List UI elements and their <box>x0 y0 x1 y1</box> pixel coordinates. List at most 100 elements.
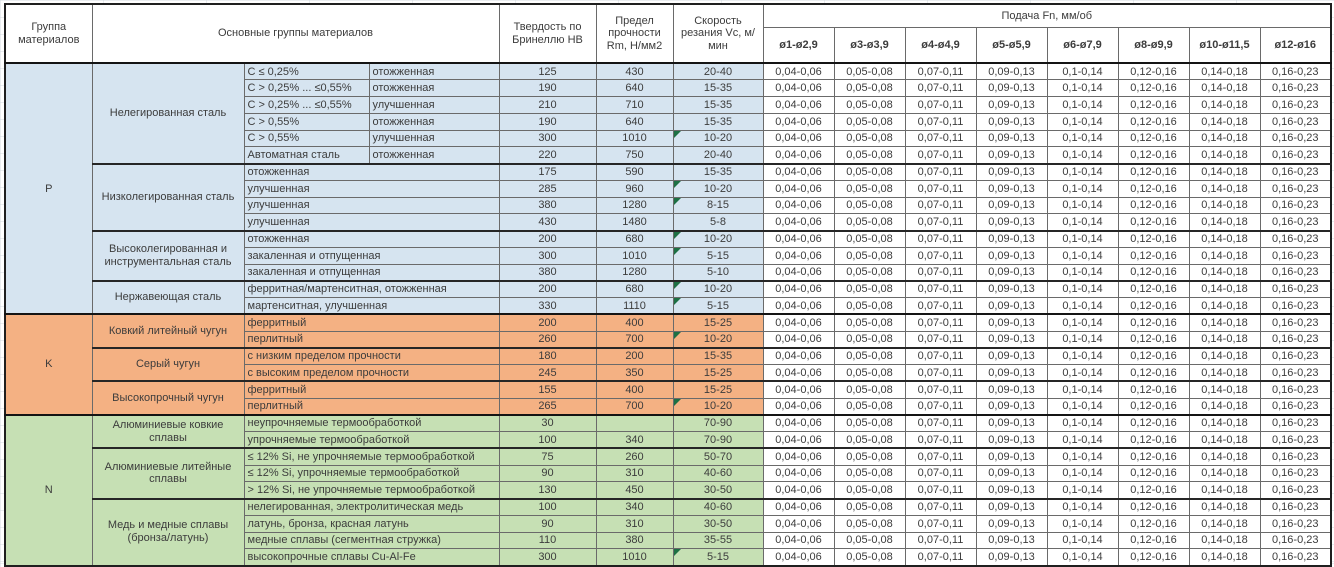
feed-cell-1: 0,05-0,08 <box>833 146 906 164</box>
strength-cell: 310 <box>595 514 674 533</box>
feed-cell-7: 0,16-0,23 <box>1259 179 1332 198</box>
feed-cell-1: 0,05-0,08 <box>833 112 906 131</box>
speed-cell: 40-60 <box>672 464 764 483</box>
header-feed: Подача Fn, мм/об <box>762 3 1332 28</box>
feed-cell-7: 0,16-0,23 <box>1259 62 1332 81</box>
strength-cell: 640 <box>595 112 674 131</box>
strength-cell: 680 <box>595 279 674 298</box>
feed-cell-1: 0,05-0,08 <box>833 346 906 365</box>
strength-cell: 1280 <box>595 263 674 282</box>
feed-cell-6: 0,14-0,18 <box>1188 380 1261 399</box>
speed-cell: 15-25 <box>672 364 764 382</box>
feed-cell-1: 0,05-0,08 <box>833 229 906 248</box>
comment-marker-icon <box>674 331 681 339</box>
speed-cell: 8-15 <box>672 196 764 215</box>
feed-cell-1: 0,05-0,08 <box>833 263 906 282</box>
feed-cell-2: 0,07-0,11 <box>904 112 977 131</box>
material-sub-cell: отожженная <box>243 229 500 248</box>
feed-cell-4: 0,1-0,14 <box>1046 62 1119 81</box>
feed-cell-7: 0,16-0,23 <box>1259 146 1332 164</box>
feed-cell-0: 0,04-0,06 <box>762 447 835 466</box>
table-row: Высоколегированная и инструментальная ст… <box>5 229 1332 282</box>
cutting-data-table-wrap: Группа материалов Основные группы матери… <box>4 3 1332 567</box>
feed-cell-5: 0,12-0,16 <box>1117 279 1190 298</box>
feed-cell-1: 0,05-0,08 <box>833 213 906 231</box>
feed-cell-2: 0,07-0,11 <box>904 330 977 349</box>
feed-cell-0: 0,04-0,06 <box>762 514 835 533</box>
strength-cell: 750 <box>595 146 674 164</box>
header-diameter-2: ø4-ø4,9 <box>904 27 977 64</box>
feed-cell-1: 0,05-0,08 <box>833 196 906 215</box>
feed-cell-3: 0,09-0,13 <box>975 481 1048 499</box>
feed-cell-3: 0,09-0,13 <box>975 397 1048 416</box>
header-diameter-5: ø8-ø9,9 <box>1117 27 1190 64</box>
table-row: Серый чугун с низким пределом прочности 18… <box>5 346 1332 382</box>
speed-cell: 5-15 <box>672 548 764 566</box>
feed-cell-2: 0,07-0,11 <box>904 246 977 265</box>
feed-cell-5: 0,12-0,16 <box>1117 196 1190 215</box>
feed-cell-7: 0,16-0,23 <box>1259 112 1332 131</box>
feed-cell-5: 0,12-0,16 <box>1117 129 1190 148</box>
feed-cell-2: 0,07-0,11 <box>904 263 977 282</box>
table-row: K Ковкий литейный чугун ферритный 200 400 15-… <box>4 313 1332 416</box>
header-material-group: Группа материалов <box>4 3 93 64</box>
strength-cell: 260 <box>595 447 674 466</box>
table-row: упрочняемые термообработкой 100 340 70-90 0,… <box>5 431 1332 449</box>
feed-cell-3: 0,09-0,13 <box>975 79 1048 97</box>
hardness-cell: 75 <box>498 447 597 466</box>
feed-cell-1: 0,05-0,08 <box>833 330 906 349</box>
feed-cell-6: 0,14-0,18 <box>1188 531 1261 550</box>
hardness-cell: 300 <box>498 548 597 566</box>
feed-cell-4: 0,1-0,14 <box>1046 413 1119 432</box>
hardness-cell: 125 <box>498 62 597 81</box>
comment-marker-icon <box>674 398 681 406</box>
feed-cell-4: 0,1-0,14 <box>1046 196 1119 215</box>
hardness-cell: 175 <box>498 162 597 181</box>
feed-cell-7: 0,16-0,23 <box>1259 162 1332 181</box>
feed-cell-0: 0,04-0,06 <box>762 464 835 483</box>
speed-cell: 70-90 <box>672 431 764 449</box>
feed-cell-2: 0,07-0,11 <box>904 79 977 97</box>
feed-cell-5: 0,12-0,16 <box>1117 413 1190 432</box>
material-sub-cell: C > 0,55% <box>243 129 370 148</box>
feed-cell-4: 0,1-0,14 <box>1046 297 1119 315</box>
feed-cell-3: 0,09-0,13 <box>975 179 1048 198</box>
strength-cell: 700 <box>595 330 674 349</box>
feed-cell-5: 0,12-0,16 <box>1117 447 1190 466</box>
feed-cell-6: 0,14-0,18 <box>1188 481 1261 499</box>
material-group-cell: Алюминиевые ковкие сплавы <box>91 413 245 449</box>
speed-cell: 70-90 <box>672 413 764 432</box>
hardness-cell: 155 <box>498 380 597 399</box>
feed-cell-3: 0,09-0,13 <box>975 162 1048 181</box>
feed-cell-0: 0,04-0,06 <box>762 397 835 416</box>
speed-cell: 15-35 <box>672 162 764 181</box>
feed-cell-4: 0,1-0,14 <box>1046 531 1119 550</box>
comment-marker-icon <box>674 181 681 188</box>
feed-cell-3: 0,09-0,13 <box>975 413 1048 432</box>
feed-cell-1: 0,05-0,08 <box>833 397 906 416</box>
feed-cell-2: 0,07-0,11 <box>904 213 977 231</box>
material-group-cell: Высоколегированная и инструментальная ст… <box>91 229 245 282</box>
feed-cell-6: 0,14-0,18 <box>1188 297 1261 315</box>
feed-cell-0: 0,04-0,06 <box>762 497 835 516</box>
feed-cell-6: 0,14-0,18 <box>1188 79 1261 97</box>
feed-cell-2: 0,07-0,11 <box>904 413 977 432</box>
material-sub-cell: неупрочняемые термообработкой <box>243 413 500 432</box>
feed-cell-2: 0,07-0,11 <box>904 346 977 365</box>
material-sub-cell: ферритный <box>243 380 500 399</box>
feed-cell-0: 0,04-0,06 <box>762 96 835 114</box>
feed-cell-6: 0,14-0,18 <box>1188 213 1261 231</box>
table-header: Группа материалов Основные группы матери… <box>4 3 1332 64</box>
material-state-cell: отожженная <box>368 79 500 97</box>
material-sub-cell: ≤ 12% Si, не упрочняемые термообработкой <box>243 447 500 466</box>
speed-cell: 10-20 <box>672 129 764 148</box>
speed-cell: 15-35 <box>672 79 764 97</box>
feed-cell-0: 0,04-0,06 <box>762 196 835 215</box>
feed-cell-5: 0,12-0,16 <box>1117 162 1190 181</box>
speed-cell: 30-50 <box>672 514 764 533</box>
speed-cell: 10-20 <box>672 330 764 349</box>
material-group-cell: Алюминиевые литейные сплавы <box>91 447 245 500</box>
material-group-cell: Низколегированная сталь <box>91 162 245 231</box>
hardness-cell: 330 <box>498 297 597 315</box>
feed-cell-0: 0,04-0,06 <box>762 531 835 550</box>
